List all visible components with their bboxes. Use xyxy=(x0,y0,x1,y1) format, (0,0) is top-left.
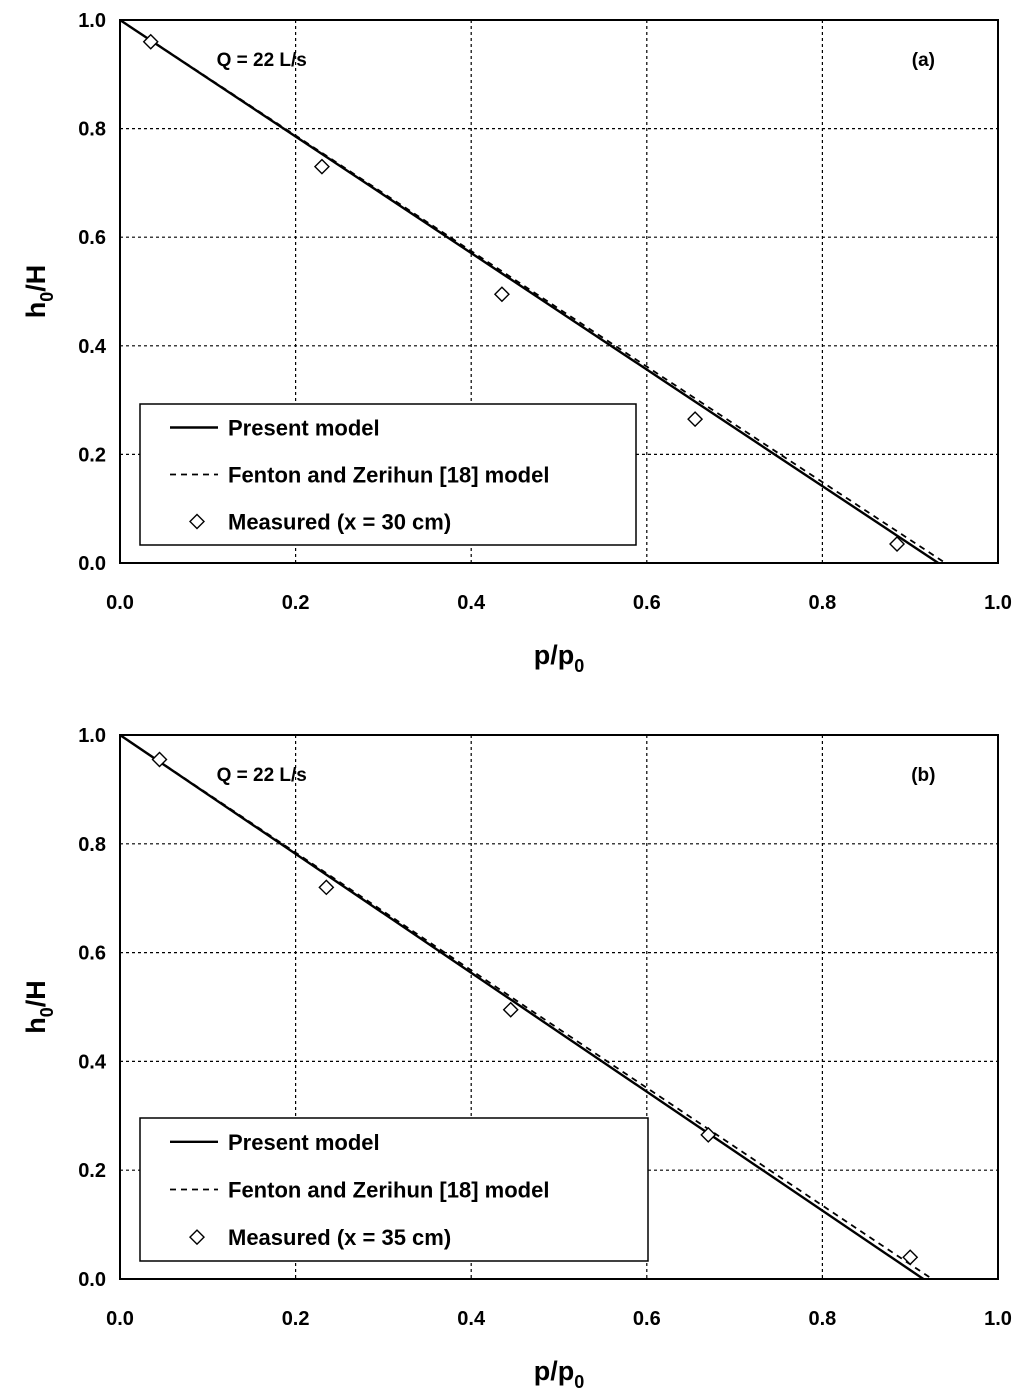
plot-frame xyxy=(119,19,999,564)
panel-label: (b) xyxy=(911,765,935,786)
panel-label: (a) xyxy=(912,50,935,71)
measured-point xyxy=(687,411,704,428)
y-axis-label-sub: 0 xyxy=(37,292,57,302)
measured-point xyxy=(142,33,159,50)
x-tick-label: 0.4 xyxy=(457,1308,486,1330)
x-axis-label-main: p/p xyxy=(534,640,575,670)
chart-panel-b: 0.0 0.2 0.4 0.6 0.8 1.00.00.20.40.60.81.0p/p0… xyxy=(21,725,1012,1392)
measured-point xyxy=(700,1126,717,1143)
y-tick-label: 0.2 xyxy=(78,444,106,466)
x-tick-label: 0.2 xyxy=(282,1308,310,1330)
y-tick-label: 0.0 xyxy=(78,553,106,575)
y-axis-label-tail: /H xyxy=(21,980,51,1007)
legend-swatch-measured xyxy=(189,1229,205,1246)
x-tick-label: 0.8 xyxy=(808,1308,836,1330)
y-tick-label: 0.8 xyxy=(78,119,106,141)
y-tick-label: 0.0 xyxy=(78,1269,106,1291)
plot-frame xyxy=(119,734,999,1280)
legend-swatch-measured xyxy=(189,513,205,530)
x-axis-label-main: p/p xyxy=(534,1356,575,1386)
legend-label: Fenton and Zerihun [18] model xyxy=(228,1178,549,1203)
measured-point xyxy=(902,1249,919,1266)
y-axis-label-sub: 0 xyxy=(37,1007,57,1017)
y-tick-label: 1.0 xyxy=(78,10,106,32)
y-tick-label: 0.2 xyxy=(78,1160,106,1182)
x-axis-label: p/p0 xyxy=(534,640,585,676)
measured-point xyxy=(493,286,510,303)
y-axis-label-main: h xyxy=(21,1017,51,1034)
legend: Present model Fenton and Zerihun [18] mod… xyxy=(139,403,637,546)
legend-label: Present model xyxy=(228,1130,380,1155)
chart-panel-a: 0.0 0.2 0.4 0.6 0.8 1.00.00.20.40.60.81.0p/p0… xyxy=(21,10,1012,676)
legend-box xyxy=(139,1117,649,1262)
present-model-line xyxy=(119,734,925,1280)
x-tick-label: 0.0 xyxy=(106,592,134,614)
x-axis-label-sub: 0 xyxy=(574,1372,584,1392)
present-model-line xyxy=(119,19,939,564)
y-tick-label: 0.8 xyxy=(78,834,106,856)
x-tick-label: 1.0 xyxy=(984,592,1012,614)
x-axis-label-sub: 0 xyxy=(574,656,584,676)
y-axis-label-main: h xyxy=(21,302,51,319)
flow-rate-annotation: Q = 22 L/s xyxy=(217,765,307,786)
x-tick-label: 0.6 xyxy=(633,592,661,614)
y-axis-label-tail: /H xyxy=(21,265,51,292)
measured-point xyxy=(502,1001,519,1018)
legend-label: Fenton and Zerihun [18] model xyxy=(228,463,549,488)
measured-point xyxy=(151,751,168,768)
x-axis-label: p/p0 xyxy=(534,1356,585,1392)
measured-point xyxy=(313,158,330,175)
legend-box xyxy=(139,403,637,546)
fenton-zerihun-model-line xyxy=(119,734,933,1280)
legend-label: Present model xyxy=(228,416,380,441)
x-tick-label: 0.8 xyxy=(808,592,836,614)
y-tick-label: 0.6 xyxy=(78,227,106,249)
y-axis-label: h0/H xyxy=(21,265,57,319)
x-tick-label: 0.6 xyxy=(633,1308,661,1330)
legend-label: Measured (x = 30 cm) xyxy=(228,510,451,535)
measured-point xyxy=(889,536,906,552)
x-tick-label: 1.0 xyxy=(984,1308,1012,1330)
y-tick-label: 0.6 xyxy=(78,943,106,965)
y-tick-label: 1.0 xyxy=(78,725,106,747)
legend-label: Measured (x = 35 cm) xyxy=(228,1225,451,1250)
x-tick-label: 0.2 xyxy=(282,592,310,614)
flow-rate-annotation: Q = 22 L/s xyxy=(217,50,307,71)
x-tick-label: 0.4 xyxy=(457,592,486,614)
y-tick-label: 0.4 xyxy=(78,336,107,358)
y-axis-label: h0/H xyxy=(21,980,57,1034)
y-tick-label: 0.4 xyxy=(78,1051,107,1073)
measured-point xyxy=(318,879,335,896)
x-tick-label: 0.0 xyxy=(106,1308,134,1330)
legend: Present model Fenton and Zerihun [18] mod… xyxy=(139,1117,649,1262)
